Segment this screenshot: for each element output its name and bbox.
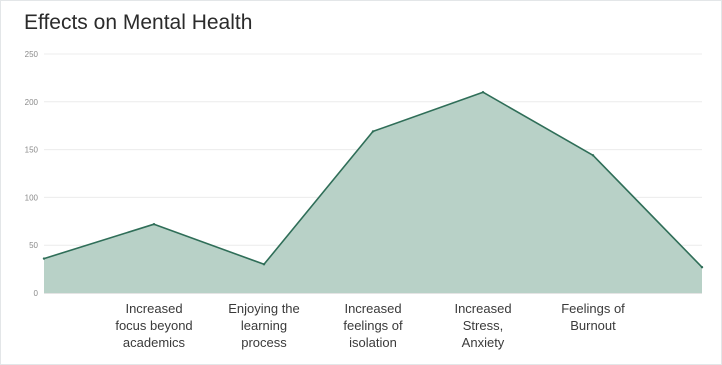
x-category-label: Increased focus beyond academics: [115, 301, 193, 350]
y-tick-label: 0: [34, 289, 39, 298]
data-point: [371, 130, 375, 133]
y-tick-label: 100: [25, 193, 39, 202]
area-series: [42, 91, 704, 293]
y-tick-label: 250: [25, 50, 39, 59]
x-category-label: Feelings of Burnout: [561, 301, 625, 333]
area-fill: [44, 92, 702, 293]
data-point: [42, 257, 46, 260]
data-point: [591, 154, 595, 157]
y-tick-label: 50: [29, 241, 38, 250]
y-tick-label: 200: [25, 98, 39, 107]
x-category-label: Increased feelings of isolation: [343, 301, 403, 350]
y-tick-label: 150: [25, 146, 39, 155]
data-point: [700, 266, 704, 269]
data-point: [262, 263, 266, 266]
x-category-label: Increased Stress, Anxiety: [454, 301, 512, 350]
chart-title: Effects on Mental Health: [24, 11, 253, 34]
x-category-label: Enjoying the learning process: [228, 301, 300, 350]
y-axis-ticks: 0 50 100 150 200 250: [25, 50, 39, 298]
data-point: [152, 223, 156, 226]
data-point: [481, 91, 485, 94]
